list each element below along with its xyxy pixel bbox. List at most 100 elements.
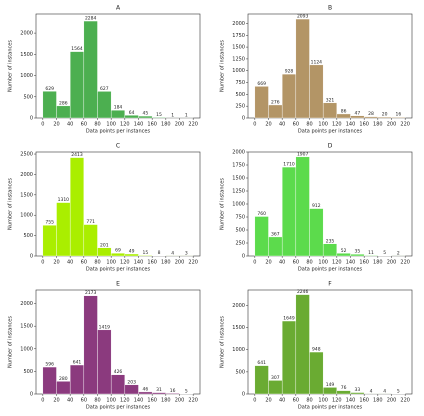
value-label: 771 [86,219,95,225]
y-tick-label: 1250 [232,56,245,62]
value-label: 641 [257,360,266,366]
value-label: 76 [341,385,347,391]
x-tick-label: 200 [387,398,397,404]
y-tick-label: 250 [235,104,245,110]
bar [268,104,283,119]
value-label: 201 [100,242,109,248]
value-label: 20 [382,112,388,118]
x-tick-label: 100 [318,122,328,128]
bar [336,113,351,119]
x-tick-label: 100 [318,398,328,404]
chart-title: A [116,5,121,12]
x-tick-label: 140 [134,122,144,128]
x-tick-label: 20 [53,398,59,404]
chart-title: F [328,281,332,288]
y-axis-label: Number of instances [8,178,14,230]
x-axis-label: Data points per instances [298,267,363,273]
bar [254,86,269,119]
y-tick-label: 0 [30,254,33,260]
value-label: 4 [370,388,373,394]
y-tick-label: 0 [242,254,245,260]
chart-title: C [116,143,120,150]
value-label: 307 [271,375,280,381]
value-label: 5 [383,250,386,256]
bar [336,390,351,395]
y-tick-label: 1000 [232,347,245,353]
x-tick-label: 0 [41,398,44,404]
bar [322,102,338,119]
x-tick-label: 100 [318,260,328,266]
y-tick-label: 1500 [232,176,245,182]
value-label: 596 [45,362,54,368]
bar [69,157,85,257]
y-tick-label: 750 [235,215,245,221]
bar [56,202,71,257]
y-axis-label: Number of instances [220,178,226,230]
y-tick-label: 1000 [20,346,33,352]
x-tick-label: 200 [387,260,397,266]
bar [268,236,283,257]
x-tick-label: 60 [81,122,87,128]
y-tick-label: 2000 [232,150,245,156]
y-tick-label: 1500 [232,45,245,51]
value-label: 11 [368,250,374,256]
x-tick-label: 80 [306,122,312,128]
x-tick-label: 120 [120,260,130,266]
x-tick-label: 0 [253,260,256,266]
chart-title: E [116,281,120,288]
value-label: 276 [271,99,280,105]
value-label: 28 [368,111,374,117]
y-tick-label: 750 [235,80,245,86]
x-tick-label: 120 [332,398,342,404]
x-tick-label: 160 [359,260,369,266]
x-tick-label: 160 [147,398,157,404]
value-label: 641 [73,360,82,366]
x-tick-label: 160 [147,260,157,266]
value-label: 2173 [85,290,97,296]
value-label: 149 [326,382,335,388]
value-label: 69 [115,248,121,254]
bar [138,115,153,119]
value-label: 1 [185,112,188,118]
value-label: 4 [171,250,174,256]
bar [322,243,338,257]
x-tick-label: 40 [67,398,73,404]
bar [124,384,139,395]
bar [391,117,406,119]
bar [281,166,297,257]
bar [83,295,98,395]
value-label: 2413 [71,152,83,158]
x-tick-label: 180 [373,398,383,404]
value-label: 928 [285,69,294,75]
y-tick-label: 500 [235,369,245,375]
x-tick-label: 100 [106,260,116,266]
y-tick-label: 1000 [232,202,245,208]
x-tick-label: 200 [175,398,185,404]
bar [42,366,57,395]
bar [350,392,365,395]
value-label: 426 [114,369,123,375]
y-tick-label: 1000 [20,73,33,79]
value-label: 912 [312,203,321,209]
bar [254,365,269,395]
bar [254,216,269,257]
value-label: 203 [127,379,136,385]
value-label: 15 [142,250,148,256]
x-tick-label: 80 [306,398,312,404]
value-label: 33 [354,387,360,393]
value-label: 5 [397,388,400,394]
x-tick-label: 220 [400,260,410,266]
bar [83,20,98,119]
bar [42,225,57,257]
x-axis-label: Data points per instances [86,129,151,135]
bar [69,51,85,119]
x-tick-label: 160 [359,398,369,404]
x-tick-label: 20 [53,122,59,128]
x-tick-label: 160 [359,122,369,128]
value-label: 760 [257,211,266,217]
y-tick-label: 2000 [232,303,245,309]
value-label: 46 [142,386,148,392]
value-label: 3 [185,250,188,256]
x-tick-label: 220 [188,122,198,128]
